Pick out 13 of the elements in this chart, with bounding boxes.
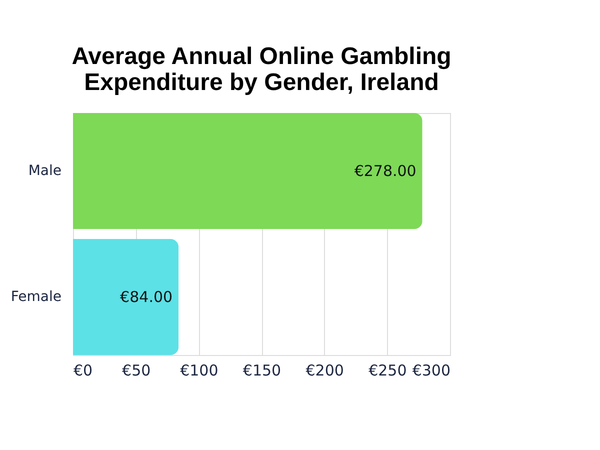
x-tick-label: €50: [122, 362, 151, 380]
x-tick-label: €0: [74, 362, 93, 380]
text: Average Annual Online Gambling: [72, 43, 452, 70]
x-tick-label: €250: [368, 362, 407, 380]
text: Expenditure by Gender, Ireland: [84, 69, 439, 96]
y-tick-label: Female: [10, 289, 62, 306]
data-label: €278.00: [354, 162, 416, 180]
y-tick-label: Male: [28, 162, 62, 179]
data-label: €84.00: [120, 288, 173, 306]
x-tick-label: €150: [242, 362, 282, 380]
x-tick-label: €100: [180, 362, 218, 380]
x-tick-label: €200: [306, 362, 344, 380]
x-tick-label: €300: [412, 362, 450, 380]
